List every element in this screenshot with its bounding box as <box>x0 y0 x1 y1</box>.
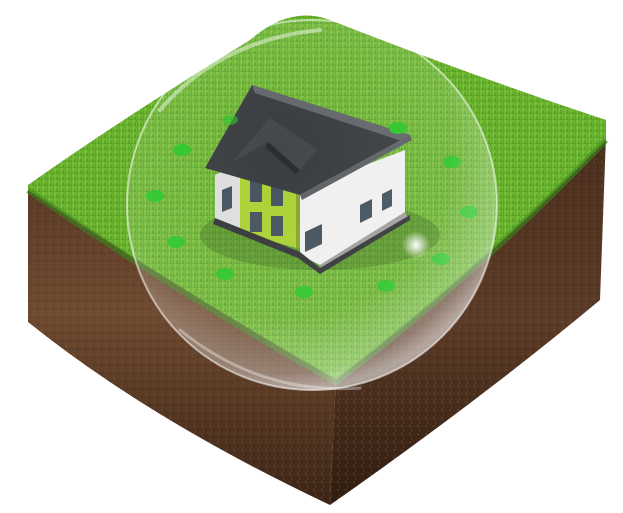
protective-bubble <box>126 19 498 391</box>
bubble-glint <box>402 231 430 259</box>
soil-block <box>28 135 606 505</box>
